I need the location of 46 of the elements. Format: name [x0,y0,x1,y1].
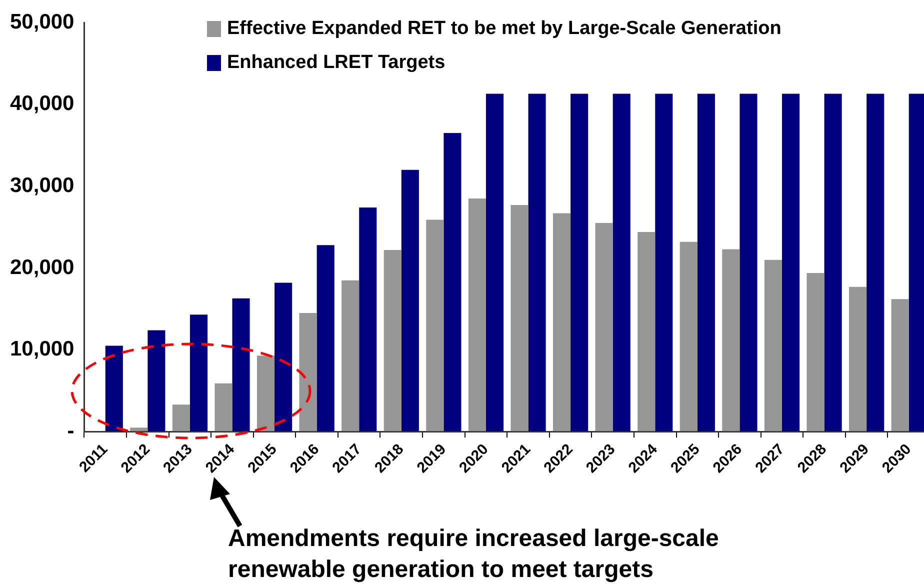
bar [486,94,504,432]
y-tick-label: 30,000 [10,174,74,198]
bar [764,260,782,432]
bar [595,223,613,432]
bar [806,272,824,432]
bar [444,133,462,432]
y-tick-label: 10,000 [10,338,74,361]
bar [299,313,317,432]
bar [866,94,884,432]
bar [824,94,842,432]
legend-label: Enhanced LRET Targets [227,52,446,74]
bar [190,314,208,432]
bar [510,205,528,432]
bar [612,94,630,432]
bar [401,170,419,432]
bar [316,245,334,432]
y-tick-label: 20,000 [10,256,74,279]
bar [256,356,275,432]
bar [655,94,673,432]
bar [130,428,148,432]
bar [214,383,232,432]
bar [342,280,360,432]
y-tick-label: 40,000 [10,92,74,116]
bar [553,213,571,432]
bar [148,330,166,432]
bar [528,94,546,432]
bar [570,94,588,432]
bar [722,249,740,432]
bar [274,282,292,432]
bar [638,232,656,432]
bar [468,198,486,432]
bar [172,404,190,432]
bar [849,286,867,432]
bar [680,242,698,432]
bar [384,250,402,432]
legend-label: Effective Expanded RET to be met by Large-Scale Generation [227,18,782,40]
bar [359,208,377,432]
bar [426,220,444,432]
bar [232,298,250,432]
text: Amendments require increased large-scale renewable generation to meet targets [228,524,720,585]
bar [782,94,800,432]
bar [697,94,715,432]
y-tick-label: 50,000 [10,10,74,34]
bar [740,94,758,432]
y-tick-label: - [67,419,74,442]
bar [105,346,123,432]
